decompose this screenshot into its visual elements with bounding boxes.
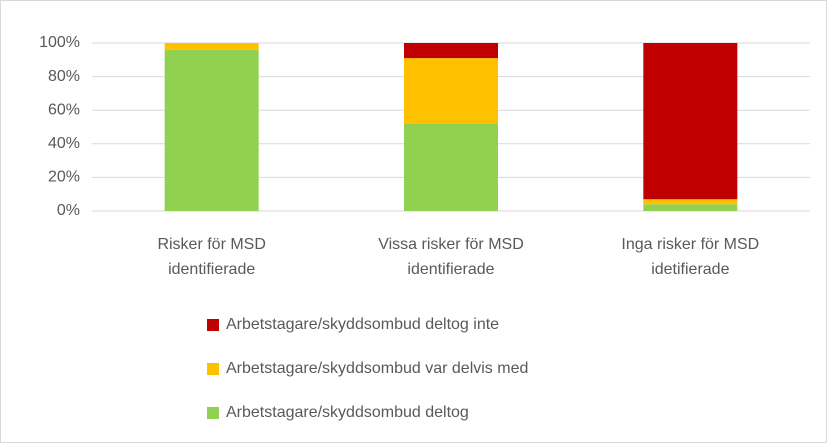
x-tick-label: Risker för MSD identifierade [157, 236, 265, 278]
y-tick-label: 20% [48, 169, 80, 186]
legend-label: Arbetstagare/skyddsombud var delvis med [226, 360, 528, 377]
y-tick-label: 60% [48, 101, 80, 118]
bar-segment [164, 43, 259, 50]
x-tick-label-line: identifierade [168, 261, 255, 278]
x-tick-label-line: idetifierade [651, 261, 729, 278]
x-tick-label: Inga risker för MSD idetifierade [621, 236, 759, 278]
bar-segment [404, 123, 498, 211]
bar-segment [404, 43, 498, 59]
y-tick-label: 80% [48, 68, 80, 85]
x-tick-label: Vissa risker för MSD identifierade [378, 236, 524, 278]
legend-label: Arbetstagare/skyddsombud deltog [226, 404, 469, 421]
legend-swatch [207, 407, 219, 419]
legend-swatch [207, 363, 219, 375]
y-tick-label: 0% [57, 202, 80, 219]
bar-segment [643, 204, 738, 211]
bar-segment [164, 49, 259, 211]
y-tick-label: 40% [48, 135, 80, 152]
legend-label: Arbetstagare/skyddsombud deltog inte [226, 316, 499, 333]
x-tick-label-line: Vissa risker för MSD [378, 236, 524, 253]
x-tick-label-line: identifierade [407, 261, 494, 278]
y-tick-label: 100% [39, 34, 80, 51]
bar-segment [404, 58, 498, 124]
legend-swatch [207, 319, 219, 331]
x-tick-label-line: Risker för MSD [157, 236, 265, 253]
bar-segment [643, 199, 738, 205]
x-tick-label-line: Inga risker för MSD [621, 236, 759, 253]
bar-segment [643, 43, 738, 200]
